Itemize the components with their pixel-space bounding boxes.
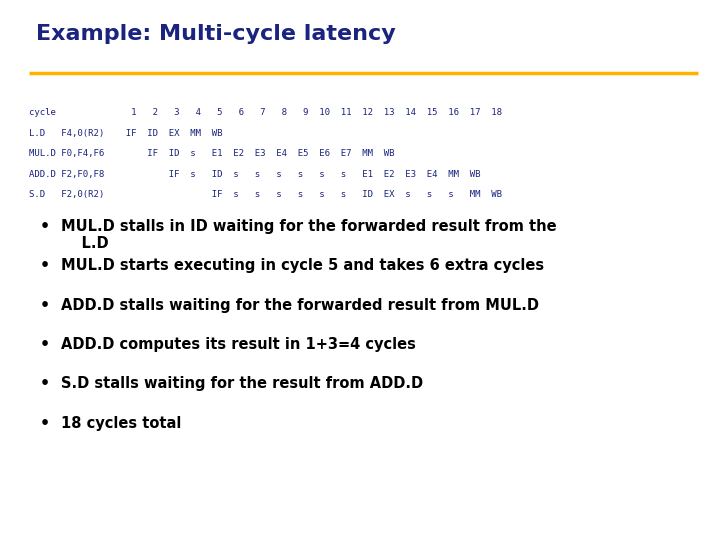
Text: MUL.D starts executing in cycle 5 and takes 6 extra cycles: MUL.D starts executing in cycle 5 and ta… (61, 258, 544, 273)
Text: •: • (40, 258, 50, 273)
Text: •: • (40, 219, 50, 234)
Text: MUL.D F0,F4,F6        IF  ID  s   E1  E2  E3  E4  E5  E6  E7  MM  WB: MUL.D F0,F4,F6 IF ID s E1 E2 E3 E4 E5 E6… (29, 149, 395, 158)
Text: L.D   F4,0(R2)    IF  ID  EX  MM  WB: L.D F4,0(R2) IF ID EX MM WB (29, 129, 222, 138)
Text: •: • (40, 416, 50, 431)
Text: ADD.D F2,F0,F8            IF  s   ID  s   s   s   s   s   s   E1  E2  E3  E4  MM: ADD.D F2,F0,F8 IF s ID s s s s s s E1 E2… (29, 170, 480, 179)
Text: 18 cycles total: 18 cycles total (61, 416, 181, 431)
Text: Example: Multi-cycle latency: Example: Multi-cycle latency (36, 24, 396, 44)
Text: S.D stalls waiting for the result from ADD.D: S.D stalls waiting for the result from A… (61, 376, 423, 392)
Text: MUL.D stalls in ID waiting for the forwarded result from the
    L.D: MUL.D stalls in ID waiting for the forwa… (61, 219, 557, 251)
Text: S.D   F2,0(R2)                    IF  s   s   s   s   s   s   ID  EX  s   s   s : S.D F2,0(R2) IF s s s s s s ID EX s s s (29, 190, 502, 199)
Text: •: • (40, 337, 50, 352)
Text: ADD.D stalls waiting for the forwarded result from MUL.D: ADD.D stalls waiting for the forwarded r… (61, 298, 539, 313)
Text: •: • (40, 298, 50, 313)
Text: cycle              1   2   3   4   5   6   7   8   9  10  11  12  13  14  15  16: cycle 1 2 3 4 5 6 7 8 9 10 11 12 13 14 1… (29, 108, 502, 117)
Text: •: • (40, 376, 50, 392)
Text: ADD.D computes its result in 1+3=4 cycles: ADD.D computes its result in 1+3=4 cycle… (61, 337, 416, 352)
